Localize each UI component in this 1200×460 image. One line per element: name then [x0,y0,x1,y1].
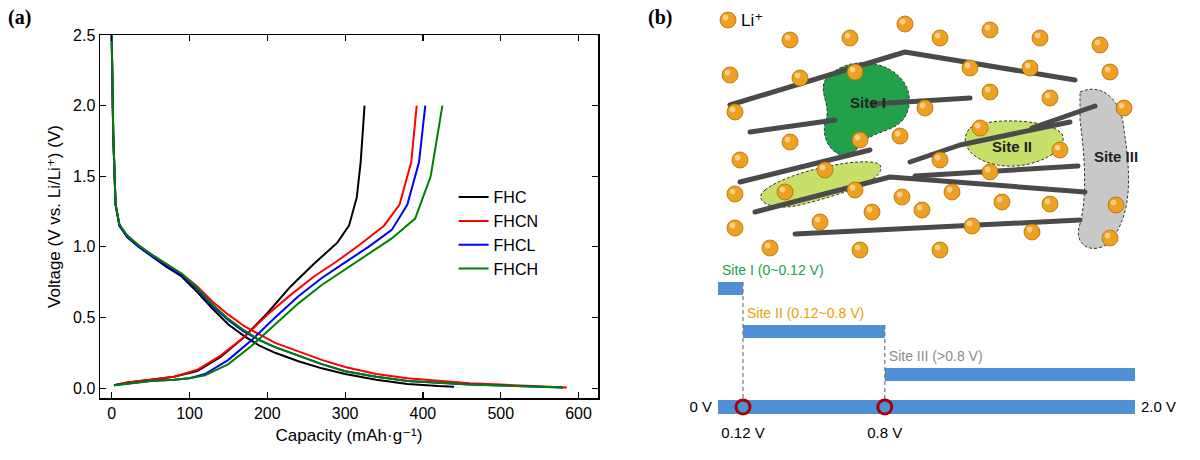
svg-text:100: 100 [176,405,203,422]
svg-text:FHCL: FHCL [494,237,536,254]
svg-text:0.0: 0.0 [73,380,95,397]
svg-text:300: 300 [332,405,359,422]
svg-text:0.5: 0.5 [73,309,95,326]
svg-text:500: 500 [487,405,514,422]
svg-text:Site III: Site III [1094,148,1138,165]
svg-text:Site II: Site II [992,138,1032,155]
html-text:(a): (a) [8,6,32,28]
svg-text:Site I (0~0.12 V): Site I (0~0.12 V) [722,262,824,278]
svg-text:2.5: 2.5 [73,27,95,44]
svg-text:400: 400 [410,405,437,422]
svg-text:1.0: 1.0 [73,238,95,255]
svg-text:600: 600 [565,405,592,422]
svg-text:FHCN: FHCN [494,213,538,230]
svg-text:200: 200 [254,405,281,422]
svg-text:Li⁺: Li⁺ [741,11,763,30]
svg-text:Site II (0.12~0.8 V): Site II (0.12~0.8 V) [747,305,864,321]
svg-text:2.0 V: 2.0 V [1141,398,1176,415]
svg-text:0.12 V: 0.12 V [721,424,764,441]
svg-text:0 V: 0 V [689,398,712,415]
svg-text:2.0: 2.0 [73,97,95,114]
svg-text:0.8 V: 0.8 V [867,424,902,441]
svg-text:0: 0 [107,405,116,422]
svg-text:1.5: 1.5 [73,168,95,185]
svg-text:FHC: FHC [494,189,527,206]
svg-text:Capacity (mAh·g⁻¹): Capacity (mAh·g⁻¹) [276,426,423,445]
svg-text:Site I: Site I [850,94,886,111]
svg-text:Voltage (V vs. Li/Li⁺) (V): Voltage (V vs. Li/Li⁺) (V) [45,125,64,308]
svg-text:FHCH: FHCH [494,261,538,278]
svg-text:Site III (>0.8 V): Site III (>0.8 V) [889,348,983,364]
html-text:(b): (b) [648,6,673,28]
